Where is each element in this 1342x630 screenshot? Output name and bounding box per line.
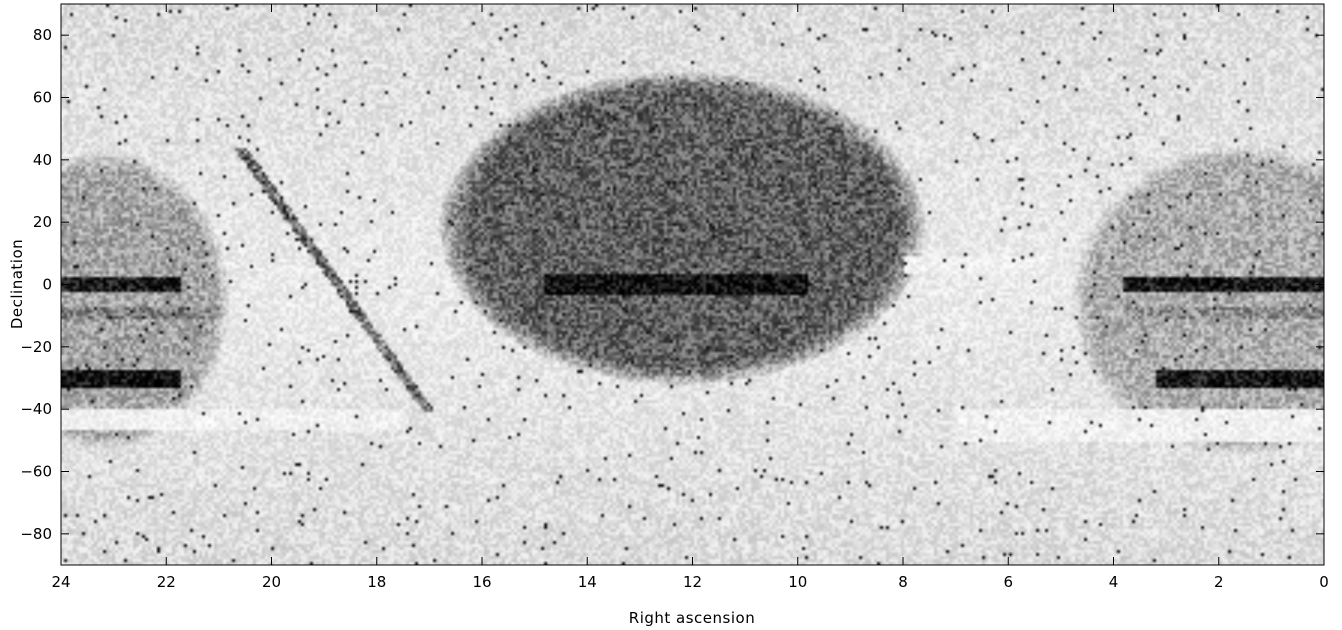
- density-heatmap: [61, 4, 1324, 565]
- x-axis-ticks: 24 22 20 18 16 14 12 10 8 6 4 2 0: [51, 4, 1329, 591]
- y-tick-label: −60: [20, 463, 52, 481]
- x-tick-label: 16: [472, 573, 491, 591]
- x-tick-label: 4: [1109, 573, 1119, 591]
- y-axis-title: Declination: [8, 239, 26, 329]
- x-tick-label: 20: [262, 573, 281, 591]
- y-tick-label: 60: [33, 89, 52, 107]
- y-tick-label: 40: [33, 151, 52, 169]
- y-axis-ticks: 80 60 40 20 0 −20 −40 −60 −80: [20, 26, 1324, 543]
- y-tick-label: −40: [20, 400, 52, 418]
- y-tick-label: 80: [33, 26, 52, 44]
- x-axis-title: Right ascension: [629, 609, 755, 627]
- y-tick-label: −20: [20, 338, 52, 356]
- x-tick-label: 18: [367, 573, 386, 591]
- x-tick-label: 22: [157, 573, 176, 591]
- y-tick-label: 20: [33, 213, 52, 231]
- x-tick-label: 0: [1319, 573, 1329, 591]
- y-tick-label: 0: [42, 276, 52, 294]
- x-tick-label: 2: [1214, 573, 1224, 591]
- y-tick-label: −80: [20, 525, 52, 543]
- x-tick-label: 6: [1003, 573, 1013, 591]
- x-tick-label: 12: [683, 573, 702, 591]
- x-tick-label: 8: [898, 573, 908, 591]
- x-tick-label: 10: [788, 573, 807, 591]
- x-tick-label: 24: [51, 573, 70, 591]
- x-tick-label: 14: [578, 573, 597, 591]
